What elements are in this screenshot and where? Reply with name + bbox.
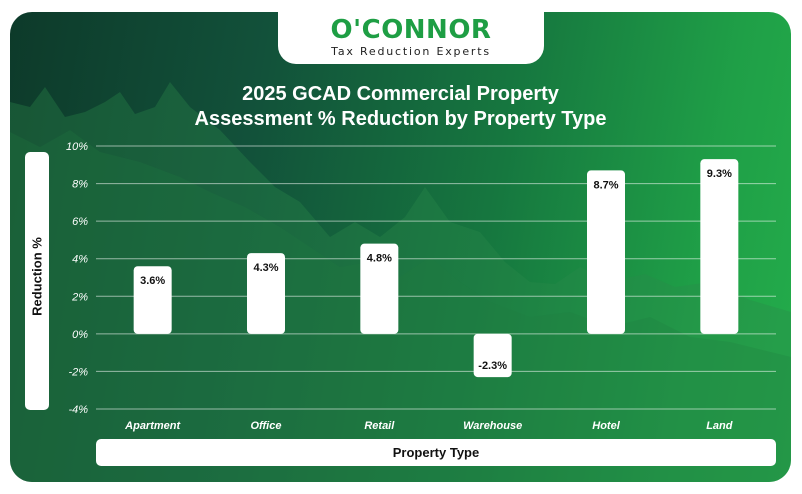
data-label: 3.6% xyxy=(140,275,165,287)
data-label: 9.3% xyxy=(707,168,732,180)
x-tick-label: Retail xyxy=(364,420,395,432)
y-tick-label: -2% xyxy=(68,366,88,378)
y-tick-label: 8% xyxy=(72,179,88,191)
bar xyxy=(133,266,172,334)
x-tick-label: Office xyxy=(251,420,282,432)
chart-card: O'CONNOR Tax Reduction Experts 2025 GCAD… xyxy=(10,12,791,482)
x-tick-label: Land xyxy=(706,420,733,432)
chart-title: 2025 GCAD Commercial Property Assessment… xyxy=(10,82,791,132)
y-tick-label: 4% xyxy=(72,254,88,266)
bar xyxy=(587,170,625,334)
data-label: -2.3% xyxy=(478,360,507,372)
y-axis-label-box: Reduction % xyxy=(25,152,49,410)
brand-tagline: Tax Reduction Experts xyxy=(331,45,491,58)
background-mountains xyxy=(10,82,791,482)
bar xyxy=(700,159,739,334)
x-tick-label: Hotel xyxy=(592,420,620,432)
chart-title-line-1: 2025 GCAD Commercial Property xyxy=(242,83,559,105)
y-tick-label: 2% xyxy=(71,291,88,303)
data-label: 4.3% xyxy=(253,262,278,274)
y-tick-label: -4% xyxy=(68,404,88,416)
data-label: 4.8% xyxy=(367,253,392,265)
y-tick-label: 6% xyxy=(72,216,88,228)
brand-logo: O'CONNOR Tax Reduction Experts xyxy=(278,12,544,64)
data-label: 8.7% xyxy=(593,179,618,191)
x-tick-label: Warehouse xyxy=(463,420,522,432)
bar xyxy=(473,333,512,378)
plot-area: 10% 8% 6% 4% 2% 0% -2% -4% 3.6% Apartment 4.3% Offi… xyxy=(66,141,776,432)
x-axis-label: Property Type xyxy=(96,439,776,466)
y-tick-label: 0% xyxy=(72,329,88,341)
x-tick-label: Apartment xyxy=(124,420,181,432)
brand-name: O'CONNOR xyxy=(330,15,492,45)
y-tick-label: 10% xyxy=(66,141,88,153)
chart-title-line-2: Assessment % Reduction by Property Type xyxy=(194,108,607,130)
bar xyxy=(360,243,399,334)
bar xyxy=(247,253,285,334)
